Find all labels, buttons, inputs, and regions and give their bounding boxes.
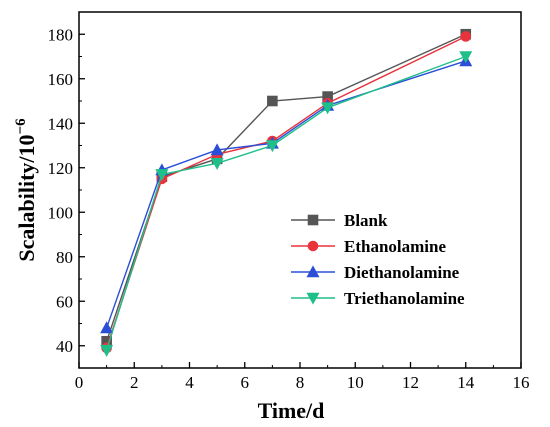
series-group (100, 28, 473, 357)
x-tick-label: 14 (457, 373, 475, 392)
plot-area-border (78, 11, 522, 369)
data-point (210, 158, 224, 170)
data-point (321, 102, 335, 115)
legend-item-blank: Blank (291, 211, 388, 230)
legend-label: Triethanolamine (344, 289, 465, 308)
data-point (100, 344, 114, 357)
y-axis-title-main: Scalability/10 (14, 134, 39, 261)
legend-marker (306, 265, 320, 278)
data-point (155, 169, 169, 182)
y-tick-label: 140 (48, 114, 74, 133)
data-point (460, 31, 472, 42)
y-tick-label: 120 (48, 159, 74, 178)
legend-marker (307, 240, 319, 252)
y-tick-label: 80 (56, 248, 73, 267)
series-triethanolamine (100, 51, 473, 357)
legend-marker (307, 214, 319, 226)
y-tick-label: 40 (56, 337, 73, 356)
x-tick-label: 2 (130, 373, 139, 392)
y-tick-label: 160 (48, 70, 74, 89)
y-axis-title-exponent: −6 (13, 118, 29, 135)
plot-frame (78, 11, 522, 369)
legend-item-ethanolamine: Ethanolamine (291, 237, 446, 256)
data-point (210, 143, 224, 156)
x-tick-label: 16 (513, 373, 530, 392)
data-point (265, 140, 279, 153)
series-line (105, 60, 466, 329)
y-tick-label: 60 (56, 292, 73, 311)
legend-item-diethanolamine: Diethanolamine (291, 263, 460, 282)
x-tick-label: 6 (241, 373, 250, 392)
data-point (267, 95, 278, 107)
legend-label: Ethanolamine (344, 237, 446, 256)
series-line (105, 35, 467, 349)
axis-ticks: 0 2 4 6 8 10 12 14 16 40 60 80 100 120 140 160 180 (48, 11, 530, 392)
x-tick-label: 4 (185, 373, 194, 392)
x-tick-label: 8 (296, 373, 305, 392)
y-axis-title: Scalability/10−6 (13, 118, 39, 262)
series-line (105, 55, 466, 351)
legend: Blank Ethanolamine Diethanolamine Triethano… (291, 211, 465, 308)
x-axis-title: Time/d (258, 398, 325, 423)
legend-item-triethanolamine: Triethanolamine (291, 289, 465, 308)
legend-label: Blank (344, 211, 388, 230)
x-tick-label: 10 (347, 373, 364, 392)
x-tick-label: 0 (75, 373, 84, 392)
x-tick-label: 12 (402, 373, 419, 392)
data-point (459, 51, 473, 64)
y-tick-label: 180 (48, 25, 74, 44)
y-tick-label: 100 (48, 203, 74, 222)
data-point (100, 321, 114, 334)
legend-marker (306, 292, 320, 305)
legend-label: Diethanolamine (344, 263, 460, 282)
